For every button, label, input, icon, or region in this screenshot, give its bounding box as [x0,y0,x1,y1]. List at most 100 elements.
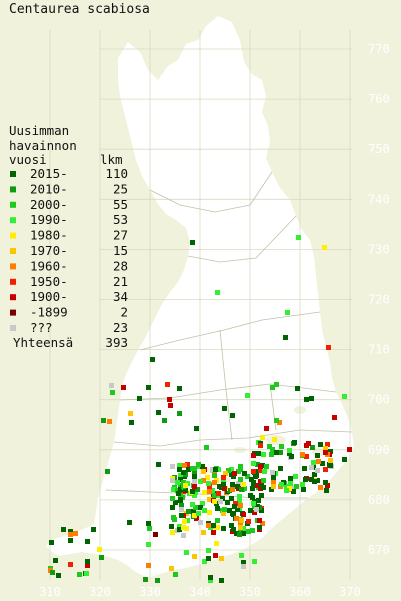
observation-square [210,488,215,493]
legend-heading-2: havainnon [9,138,77,153]
legend-row-count: 28 [113,258,128,273]
observation-square [301,487,306,492]
observation-square [185,462,190,467]
observation-square [85,559,90,564]
observation-square [192,513,197,518]
observation-square [219,556,224,561]
observation-square [294,484,299,489]
observation-square [192,493,197,498]
observation-square [214,541,219,546]
map-title: Centaurea scabiosa [9,2,150,17]
legend-total-label: Yhteensä [13,335,73,350]
observation-square [309,396,314,401]
observation-square [202,559,207,564]
observation-square [169,566,174,571]
observation-square [323,480,328,485]
observation-square [170,530,175,535]
observation-square [237,532,242,537]
observation-square [238,477,243,482]
observation-square [287,448,292,453]
legend-swatch [10,309,16,316]
legend-row-count: 55 [113,197,128,212]
observation-square [61,527,66,532]
observation-square [202,508,207,513]
observation-square [302,466,307,471]
observation-square [181,480,186,485]
observation-square [168,403,173,408]
legend-swatch [10,217,16,224]
observation-square [323,467,328,472]
x-tick-label: 370 [339,585,361,599]
observation-square [257,518,262,523]
observation-square [206,523,211,528]
observation-square [127,520,132,525]
observation-square [194,516,199,521]
y-tick-label: 710 [368,343,390,357]
observation-square [238,464,243,469]
observation-square [207,484,212,489]
observation-square [170,478,175,483]
observation-square [68,532,73,537]
observation-square [300,452,305,457]
observation-square [271,484,276,489]
observation-square [215,525,220,530]
legend-row-count: 21 [113,274,128,289]
observation-square [270,385,275,390]
legend-swatch [10,201,16,208]
observation-square [246,519,251,524]
observation-square [258,443,263,448]
observation-square [283,335,288,340]
observation-square [128,411,133,416]
observation-square [191,509,196,514]
observation-square [172,517,177,522]
observation-square [274,382,279,387]
observation-square [162,418,167,423]
observation-square [146,385,151,390]
y-tick-label: 680 [368,493,390,507]
observation-square [218,499,223,504]
observation-square [255,483,260,488]
observation-squares [48,235,352,583]
observation-square [256,498,261,503]
observation-square [309,465,314,470]
observation-square [137,396,142,401]
observation-square [107,419,112,424]
observation-square [182,519,187,524]
observation-square [284,488,289,493]
observation-square [262,469,267,474]
observation-square [238,467,243,472]
observation-square [217,484,222,489]
observation-square [232,504,237,509]
observation-square [325,483,330,488]
observation-square [181,533,186,538]
observation-square [101,418,106,423]
observation-square [194,426,199,431]
observation-square [156,462,161,467]
legend-swatch [10,325,16,331]
y-tick-label: 740 [368,192,390,206]
observation-square [257,525,262,530]
observation-square [178,477,183,482]
observation-square [255,462,260,467]
observation-square [56,573,61,578]
legend-swatch [10,171,16,177]
observation-square [85,563,90,568]
observation-square [251,501,256,506]
observation-square [221,526,226,531]
observation-square [221,511,226,516]
legend: Uusimman havainnon vuosi lkm 2015- 110 201… [9,123,128,350]
observation-square [176,491,181,496]
observation-square [347,447,352,452]
observation-square [254,473,259,478]
observation-square [202,490,207,495]
observation-square [261,485,266,490]
observation-square [310,445,315,450]
observation-square [239,487,244,492]
observation-square [49,540,54,545]
observation-square [245,474,250,479]
observation-square [91,527,96,532]
observation-square [279,444,284,449]
observation-square [229,523,234,528]
observation-square [256,451,261,456]
legend-swatch [10,294,16,301]
